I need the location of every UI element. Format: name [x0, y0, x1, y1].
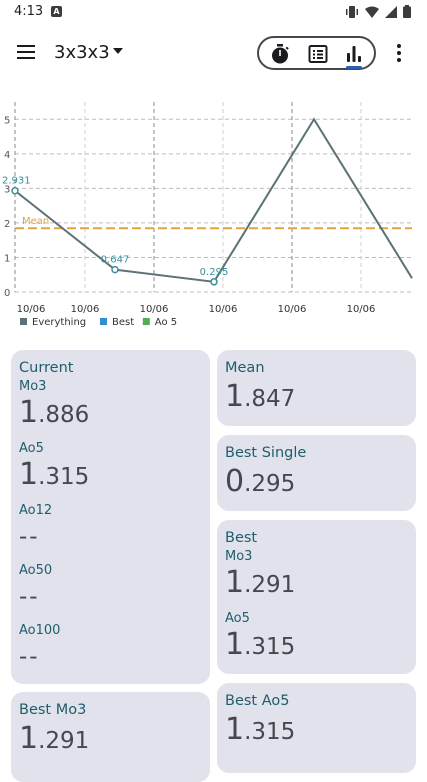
- legend-entry: Best: [112, 317, 134, 328]
- best-card: Best Mo3 1.291 Ao5 1.315: [217, 520, 416, 674]
- best-title: Best: [225, 530, 258, 546]
- current-ao12-label: Ao12: [19, 503, 53, 518]
- active-tab-indicator: [346, 66, 362, 69]
- wifi-icon: [365, 6, 379, 18]
- best-ao5-card: Best Ao5 1.315: [217, 683, 416, 773]
- current-card: Current Mo3 1.886 Ao5 1.315 Ao12 -- Ao50…: [11, 350, 210, 684]
- current-ao50-value: --: [19, 584, 40, 610]
- best-mo3-card-value: 1.291: [19, 721, 90, 756]
- data-label: 0.647: [101, 255, 130, 266]
- current-ao12-value: --: [19, 524, 40, 550]
- best-single-card: Best Single 0.295: [217, 435, 416, 511]
- vibrate-icon: [346, 5, 358, 18]
- menu-icon[interactable]: [17, 45, 35, 59]
- legend-entry: Everything: [32, 317, 86, 328]
- y-tick-label: 0: [4, 288, 10, 299]
- x-tick-label: 10/06: [278, 304, 307, 315]
- mean-label: Mean: [22, 216, 49, 227]
- data-point: [210, 278, 218, 286]
- y-tick-label: 3: [4, 184, 10, 195]
- list-tab[interactable]: [307, 43, 329, 65]
- y-tick-label: 1: [4, 253, 10, 264]
- stats-chart[interactable]: 0 1 2 3 4 5 10/06 10/06 10/06 10/06 10/06 10/06 Mean…: [0, 96, 427, 336]
- mean-title: Mean: [225, 360, 265, 376]
- data-point: [111, 265, 119, 274]
- legend-entry: Ao 5: [155, 317, 177, 328]
- current-title: Current: [19, 360, 74, 376]
- legend-swatch: [20, 318, 27, 325]
- x-tick-label: 10/06: [347, 304, 376, 315]
- x-tick-label: 10/06: [17, 304, 46, 315]
- y-tick-label: 5: [4, 115, 10, 126]
- timer-tab[interactable]: [269, 43, 291, 65]
- best-mo3-card: Best Mo3 1.291: [11, 692, 210, 782]
- current-ao5-value: 1.315: [19, 457, 90, 492]
- stats-tab[interactable]: [343, 43, 365, 65]
- best-mo3-label: Mo3: [225, 549, 253, 564]
- mean-card: Mean 1.847: [217, 350, 416, 426]
- status-bar: 4:13 A: [0, 0, 427, 24]
- more-options-icon[interactable]: [396, 44, 402, 62]
- current-ao100-value: --: [19, 644, 40, 670]
- best-ao5-title: Best Ao5: [225, 693, 290, 709]
- chevron-down-icon[interactable]: [113, 48, 123, 54]
- x-tick-label: 10/06: [71, 304, 100, 315]
- x-tick-label: 10/06: [209, 304, 238, 315]
- status-icons: [345, 5, 411, 18]
- current-ao100-label: Ao100: [19, 623, 61, 638]
- notification-a-icon: A: [51, 6, 62, 17]
- data-label: 0.295: [200, 267, 229, 278]
- current-mo3-value: 1.886: [19, 395, 90, 430]
- best-mo3-title: Best Mo3: [19, 702, 87, 718]
- mean-value: 1.847: [225, 379, 296, 414]
- current-ao5-label: Ao5: [19, 441, 44, 456]
- puzzle-title[interactable]: 3x3x3: [54, 42, 110, 63]
- best-mo3-value: 1.291: [225, 565, 296, 600]
- legend-swatch: [100, 318, 107, 325]
- data-point: [11, 186, 19, 195]
- bar-chart-icon: [347, 46, 361, 62]
- status-time: 4:13: [14, 4, 44, 19]
- app-bar: 3x3x3: [0, 28, 427, 80]
- y-tick-label: 4: [4, 150, 10, 161]
- x-tick-label: 10/06: [140, 304, 169, 315]
- list-icon: [308, 45, 328, 63]
- best-ao5-card-value: 1.315: [225, 712, 296, 747]
- best-single-title: Best Single: [225, 445, 307, 461]
- best-ao5-label: Ao5: [225, 611, 250, 626]
- stopwatch-icon: [272, 44, 289, 64]
- current-ao50-label: Ao50: [19, 563, 53, 578]
- y-tick-label: 2: [4, 219, 10, 230]
- current-mo3-label: Mo3: [19, 379, 47, 394]
- view-tabs: [257, 36, 376, 70]
- best-single-value: 0.295: [225, 464, 296, 499]
- best-ao5-value: 1.315: [225, 627, 296, 662]
- signal-icon: [385, 5, 397, 18]
- data-label: 2.931: [2, 176, 31, 187]
- legend-swatch: [142, 318, 150, 325]
- battery-icon: [403, 5, 411, 18]
